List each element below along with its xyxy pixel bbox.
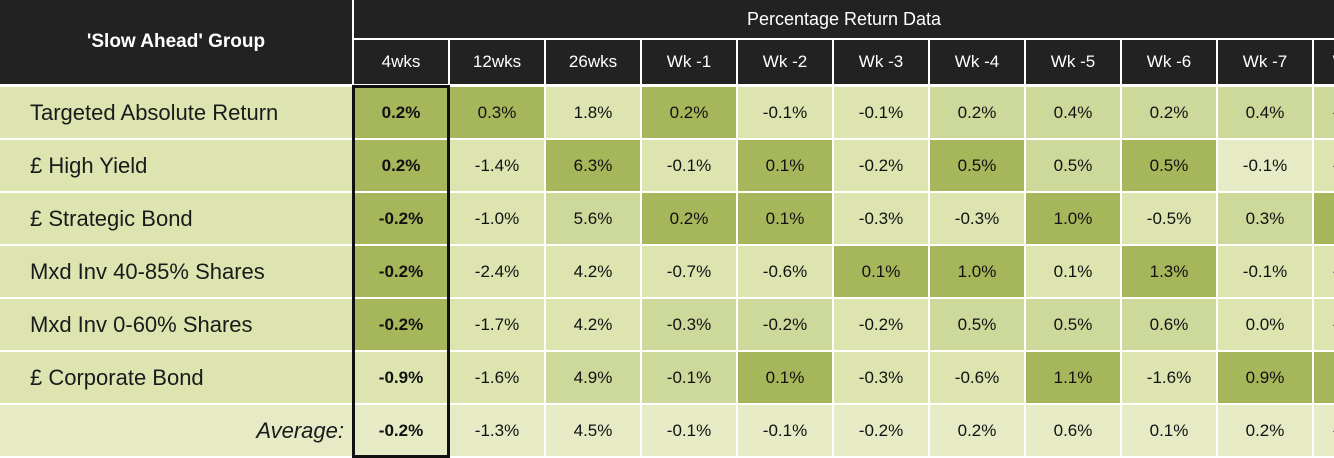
- data-cell: 0.2%: [354, 140, 448, 191]
- data-cell: 0.3%: [450, 87, 544, 138]
- data-cell: -0.1%: [834, 87, 928, 138]
- average-cell: -1.3%: [450, 405, 544, 456]
- data-cell: -0.2%: [354, 299, 448, 350]
- data-cell: 6.3%: [546, 140, 640, 191]
- data-cell: -1.8%: [1314, 246, 1334, 297]
- data-cell: -0.2%: [354, 193, 448, 244]
- average-cell: -0.1%: [642, 405, 736, 456]
- average-cell: -0.6%: [1314, 405, 1334, 456]
- data-cell: -0.6%: [930, 352, 1024, 403]
- column-header: Wk -2: [738, 40, 832, 84]
- average-cell: 0.6%: [1026, 405, 1120, 456]
- data-cell: -0.1%: [642, 140, 736, 191]
- data-cell: 1.0%: [1026, 193, 1120, 244]
- column-header: Wk -1: [642, 40, 736, 84]
- average-cell: 4.5%: [546, 405, 640, 456]
- average-cell: -0.1%: [738, 405, 832, 456]
- data-cell: 0.5%: [930, 140, 1024, 191]
- data-cell: 0.5%: [1026, 299, 1120, 350]
- data-cell: 1.3%: [1122, 246, 1216, 297]
- average-cell: -0.2%: [834, 405, 928, 456]
- average-cell: 0.2%: [930, 405, 1024, 456]
- data-cell: 0.5%: [1122, 140, 1216, 191]
- data-cell: 0.4%: [1218, 87, 1312, 138]
- data-cell: 0.1%: [834, 246, 928, 297]
- data-cell: -0.3%: [930, 193, 1024, 244]
- data-cell: 0.9%: [1314, 352, 1334, 403]
- data-cell: 0.4%: [1026, 87, 1120, 138]
- data-cell: -0.1%: [1218, 140, 1312, 191]
- data-cell: -1.0%: [1314, 140, 1334, 191]
- data-cell: 0.9%: [1218, 352, 1312, 403]
- row-label: Targeted Absolute Return: [0, 87, 352, 138]
- data-cell: 0.0%: [1314, 193, 1334, 244]
- data-cell: 0.2%: [642, 87, 736, 138]
- data-cell: -0.7%: [642, 246, 736, 297]
- data-cell: -0.2%: [354, 246, 448, 297]
- data-cell: 0.1%: [738, 140, 832, 191]
- data-cell: -0.2%: [834, 140, 928, 191]
- data-cell: 5.6%: [546, 193, 640, 244]
- column-header: Wk -5: [1026, 40, 1120, 84]
- data-cell: 0.6%: [1122, 299, 1216, 350]
- column-header: Wk -8: [1314, 40, 1334, 84]
- data-cell: -0.5%: [1122, 193, 1216, 244]
- data-cell: 0.5%: [930, 299, 1024, 350]
- data-cell: -0.1%: [738, 87, 832, 138]
- data-cell: -2.4%: [450, 246, 544, 297]
- data-cell: -0.3%: [834, 352, 928, 403]
- data-cell: 1.1%: [1026, 352, 1120, 403]
- data-cell: 0.2%: [1122, 87, 1216, 138]
- row-label: Mxd Inv 0-60% Shares: [0, 299, 352, 350]
- data-cell: -1.7%: [450, 299, 544, 350]
- column-header: Wk -7: [1218, 40, 1312, 84]
- data-cell: 0.2%: [642, 193, 736, 244]
- column-header: Wk -3: [834, 40, 928, 84]
- data-cell: -1.6%: [450, 352, 544, 403]
- column-header: 4wks: [354, 40, 448, 84]
- super-header: Percentage Return Data: [354, 0, 1334, 38]
- data-cell: 4.2%: [546, 246, 640, 297]
- average-label: Average:: [0, 405, 352, 456]
- data-cell: 0.1%: [738, 193, 832, 244]
- data-cell: 4.9%: [546, 352, 640, 403]
- row-label: £ Corporate Bond: [0, 352, 352, 403]
- data-cell: 4.2%: [546, 299, 640, 350]
- data-cell: -1.4%: [450, 140, 544, 191]
- data-cell: 1.8%: [546, 87, 640, 138]
- data-cell: -0.6%: [738, 246, 832, 297]
- data-cell: 0.1%: [1026, 246, 1120, 297]
- data-cell: -0.1%: [642, 352, 736, 403]
- data-cell: -0.9%: [354, 352, 448, 403]
- data-cell: 0.3%: [1218, 193, 1312, 244]
- average-cell: 0.2%: [1218, 405, 1312, 456]
- group-title: 'Slow Ahead' Group: [0, 0, 352, 84]
- data-cell: -1.6%: [1122, 352, 1216, 403]
- column-header: Wk -6: [1122, 40, 1216, 84]
- data-cell: -1.1%: [1314, 299, 1334, 350]
- data-cell: 0.1%: [738, 352, 832, 403]
- row-label: Mxd Inv 40-85% Shares: [0, 246, 352, 297]
- data-cell: -0.3%: [834, 193, 928, 244]
- data-cell: 0.0%: [1218, 299, 1312, 350]
- column-header: Wk -4: [930, 40, 1024, 84]
- average-cell: 0.1%: [1122, 405, 1216, 456]
- data-cell: 0.2%: [354, 87, 448, 138]
- data-cell: 0.2%: [930, 87, 1024, 138]
- data-cell: -0.3%: [642, 299, 736, 350]
- data-cell: -0.2%: [834, 299, 928, 350]
- column-header: 12wks: [450, 40, 544, 84]
- average-cell: -0.2%: [354, 405, 448, 456]
- data-cell: -0.2%: [738, 299, 832, 350]
- row-label: £ Strategic Bond: [0, 193, 352, 244]
- data-cell: -0.4%: [1314, 87, 1334, 138]
- data-cell: 0.5%: [1026, 140, 1120, 191]
- column-header: 26wks: [546, 40, 640, 84]
- row-label: £ High Yield: [0, 140, 352, 191]
- data-cell: -1.0%: [450, 193, 544, 244]
- data-cell: -0.1%: [1218, 246, 1312, 297]
- data-cell: 1.0%: [930, 246, 1024, 297]
